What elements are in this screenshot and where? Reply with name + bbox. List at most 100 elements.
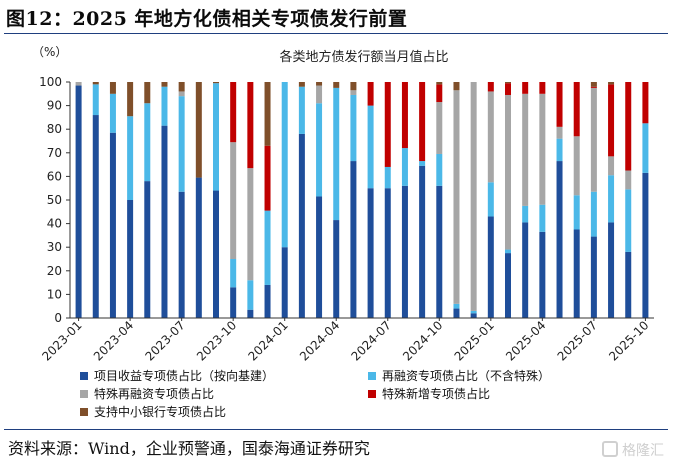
bar-segment-sme_bank [590,82,597,87]
bar-segment-project [316,196,323,318]
footer-rule [4,429,668,430]
x-tick-label: 2023-10 [194,318,239,363]
bar-segment-special_new [419,82,426,162]
bar-segment-special_refinance [590,87,597,192]
bar-segment-special_new [556,82,563,127]
bar-segment-refinance_ex [127,116,134,200]
source-note: 资料来源：Wind，企业预警通，国泰海通证券研究 [8,439,370,458]
x-tick-label: 2025-07 [555,318,600,363]
bar-segment-special_refinance [487,91,494,183]
bar-segment-special_refinance [247,168,254,281]
bar-segment-refinance_ex [453,303,460,309]
bar-segment-special_refinance [230,142,237,259]
bar-segment-special_refinance [625,170,632,190]
bar-segment-special_new [384,82,391,167]
bar-segment-project [539,231,546,318]
bar-segment-refinance_ex [298,86,305,134]
y-tick-label: 30 [47,240,62,254]
bar-segment-project [453,308,460,318]
y-tick-label: 10 [47,287,62,301]
bar-segment-sme_bank [333,82,340,88]
y-unit-label: （%） [32,45,67,59]
legend-label-project: 项目收益专项债占比（按向基建） [94,368,274,383]
y-tick-label: 100 [39,75,62,89]
bar-segment-project [127,200,134,318]
bar-segment-project [642,172,649,318]
bar-segment-project [75,85,82,318]
bar-segment-project [505,253,511,318]
legend-swatch-special_new [368,390,376,398]
bar-segment-special_new [436,84,443,103]
bar-segment-special_new [401,82,408,149]
title-rule [4,33,668,34]
bar-segment-special_new [487,82,494,92]
bar-segment-refinance_ex [573,195,580,230]
bar-segment-sme_bank [453,82,460,91]
watermark-icon [602,441,618,457]
bar-segment-sme_bank [436,82,443,85]
legend-swatch-project [80,372,88,380]
bar-segment-refinance_ex [264,210,271,285]
bar-segment-special_refinance [178,91,185,97]
bar-segment-special_refinance [453,90,460,304]
x-tick-label: 2025-10 [606,318,651,363]
bar-segment-refinance_ex [642,123,649,173]
bar-segment-special_refinance [539,93,546,205]
bar-segment-sme_bank [92,82,99,85]
bar-segment-sme_bank [316,82,323,86]
bar-segment-special_new [642,82,649,124]
bar-segment-project [144,181,151,318]
bar-segment-project [109,132,116,318]
figure-title: 图12：2025 年地方化债相关专项债发行前置 [6,8,408,30]
bar-segment-refinance_ex [401,148,408,186]
bar-segment-project [556,161,563,318]
bar-segment-sme_bank [161,82,168,87]
legend-label-special_refinance: 特殊再融资专项债占比 [94,386,214,401]
bar-segment-refinance_ex [161,86,168,126]
y-tick-label: 20 [47,264,62,278]
bar-segment-special_new [264,145,271,211]
bar-segment-special_refinance [75,82,82,86]
bar-segment-special_refinance [505,94,511,250]
y-tick-label: 50 [47,193,62,207]
bar-segment-project [522,222,529,318]
bar-segment-special_new [230,82,237,143]
bar-segment-special_new [573,82,580,137]
bar-segment-refinance_ex [436,153,443,186]
bar-segment-refinance_ex [213,83,219,191]
bar-segment-special_new [608,84,615,157]
bar-segment-refinance_ex [281,82,288,248]
legend: 项目收益专项债占比（按向基建） 再融资专项债占比（不含特殊） 特殊再融资专项债占比 特… [80,368,550,419]
bar-segment-project [264,284,271,318]
x-tick-label: 2024-07 [349,318,394,363]
watermark-text: 格隆汇 [622,443,664,459]
bar-segment-refinance_ex [384,166,391,189]
bar-segment-refinance_ex [419,161,426,166]
bar-segment-special_new [590,86,597,88]
bar-segment-refinance_ex [230,259,237,288]
bar-segment-special_refinance [522,93,529,206]
x-tick-label: 2025-01 [452,318,497,363]
watermark: 格隆汇 [602,440,664,460]
bar-segment-special_refinance [573,136,580,196]
bar-segment-project [608,222,615,318]
bar-segment-project [195,177,202,318]
bar-segment-refinance_ex [522,205,529,223]
bar-segment-sme_bank [608,82,615,85]
bar-segment-project [333,220,340,318]
bar-segment-project [573,229,580,318]
bar-segment-special_new [505,83,511,95]
bar-segment-sme_bank [298,82,305,87]
bar-segment-project [281,247,288,318]
legend-swatch-sme_bank [80,408,88,416]
x-tick-label: 2023-04 [91,318,136,363]
x-tick-label: 2025-04 [503,318,548,363]
legend-swatch-refinance_ex [368,372,376,380]
bar-segment-sme_bank [144,82,151,104]
bar-segment-special_refinance [316,85,323,104]
bar-segment-special_refinance [470,82,477,311]
bar-segment-special_refinance [350,90,357,95]
bar-segment-special_new [539,82,546,94]
bar-segment-refinance_ex [625,189,632,252]
bar-segment-project [92,115,99,318]
